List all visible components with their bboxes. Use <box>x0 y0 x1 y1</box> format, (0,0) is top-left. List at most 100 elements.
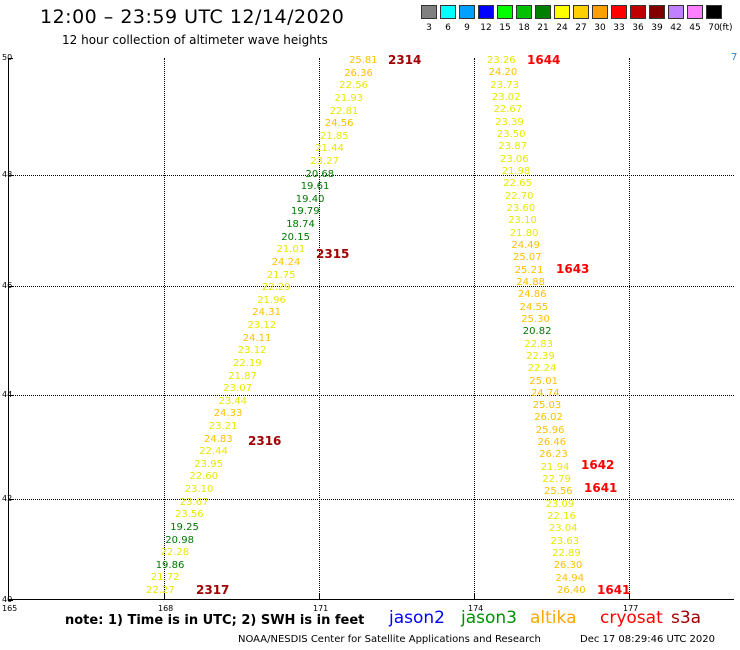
satellite-cryosat-label: cryosat <box>600 608 663 628</box>
pass-time-label: 1642 <box>581 458 615 472</box>
wave-height-value: 21.94 <box>540 461 570 473</box>
scale-swatch <box>459 5 475 19</box>
wave-height-value: 26.30 <box>553 560 583 572</box>
wave-height-value: 22.70 <box>504 190 534 202</box>
scale-swatch <box>554 5 570 19</box>
wave-height-value: 24.83 <box>204 433 233 445</box>
scale-label: 70 <box>708 23 720 33</box>
wave-height-value: 26.36 <box>344 67 373 79</box>
wave-height-value: 23.73 <box>490 79 519 91</box>
satellite-s3a-label: s3a <box>671 608 702 628</box>
wave-height-value: 24.33 <box>213 408 243 420</box>
longitude-tick <box>629 594 630 600</box>
wave-height-value: 25.30 <box>521 313 550 325</box>
wave-height-value: 24.74 <box>531 387 560 399</box>
wave-height-value: 22.83 <box>524 338 554 350</box>
map-frame <box>8 58 734 600</box>
wave-height-value: 23.39 <box>495 116 524 128</box>
wave-height-value: 25.96 <box>535 424 565 436</box>
wave-height-value: 22.79 <box>542 474 571 486</box>
timestamp: Dec 17 08:29:46 UTC 2020 <box>580 634 715 645</box>
satellite-jason3-label: jason3 <box>461 608 517 628</box>
wave-height-value: 23.63 <box>550 535 580 547</box>
scale-swatch <box>649 5 665 19</box>
scale-swatch <box>630 5 646 19</box>
wave-height-value: 25.56 <box>544 486 573 498</box>
wave-height-value: 25.07 <box>513 252 542 264</box>
wave-height-value: 23.50 <box>496 129 526 140</box>
wave-height-value: 20.68 <box>305 168 335 180</box>
wave-height-value: 21.44 <box>315 143 344 155</box>
scale-swatch <box>516 5 532 19</box>
wave-height-value: 24.88 <box>516 276 545 288</box>
chart-title: 12:00 – 23:59 UTC 12/14/2020 <box>40 6 345 28</box>
longitude-gridline <box>474 58 475 600</box>
wave-height-value: 18.74 <box>286 219 315 230</box>
wave-height-value: 25.01 <box>529 375 558 387</box>
scale-label: 30 <box>594 23 606 33</box>
scale-label: 36 <box>632 23 644 33</box>
wave-height-value: 21.72 <box>150 572 180 584</box>
wave-height-value: 23.12 <box>247 320 277 331</box>
wave-height-value: 23.21 <box>208 421 238 432</box>
pass-time-label: 1641 <box>597 583 631 597</box>
wave-height-value: 23.10 <box>508 215 537 227</box>
wave-height-value: 22.28 <box>160 547 190 559</box>
latitude-tick <box>8 600 13 601</box>
wave-height-value: 23.67 <box>179 496 209 508</box>
wave-height-value: 21.93 <box>334 92 364 104</box>
wave-height-value: 26.02 <box>534 412 563 424</box>
scale-label: 21 <box>537 23 549 33</box>
wave-height-value: 24.20 <box>488 67 518 79</box>
wave-height-value: 23.60 <box>506 202 536 214</box>
scale-label: 24 <box>556 23 568 33</box>
wave-height-value: 23.26 <box>487 55 516 66</box>
latitude-gridline <box>8 499 734 500</box>
scale-swatch <box>421 5 437 19</box>
wave-height-value: 21.75 <box>266 269 296 281</box>
wave-height-value: 24.94 <box>555 572 585 584</box>
scale-label: 39 <box>651 23 663 33</box>
pass-time-label: 2317 <box>196 583 230 597</box>
longitude-label: 177 <box>623 604 639 613</box>
wave-height-value: 20.98 <box>165 534 194 546</box>
latitude-tick <box>8 395 13 396</box>
wave-height-value: 21.96 <box>257 294 286 306</box>
wave-height-value: 23.02 <box>491 92 521 103</box>
wave-height-value: 22.81 <box>329 105 359 117</box>
scale-swatch <box>440 5 456 19</box>
wave-height-value: 21.98 <box>501 165 531 177</box>
latitude-gridline <box>8 395 734 396</box>
scale-swatch <box>687 5 703 19</box>
wave-height-value: 24.11 <box>242 332 272 344</box>
scale-unit: (ft) <box>719 23 733 33</box>
wave-height-value: 19.40 <box>295 193 325 205</box>
longitude-gridline <box>629 58 630 600</box>
chart-subtitle: 12 hour collection of altimeter wave hei… <box>62 33 328 47</box>
latitude-tick <box>8 175 13 176</box>
pass-time-label: 2315 <box>316 247 350 261</box>
wave-height-value: 22.27 <box>146 585 175 596</box>
wave-height-value: 22.65 <box>503 178 532 190</box>
scale-swatch <box>497 5 513 19</box>
scale-label: 9 <box>464 23 470 33</box>
longitude-label: 171 <box>313 604 329 613</box>
scale-label: 3 <box>426 23 432 33</box>
pass-time-label: 1644 <box>527 53 561 67</box>
wave-height-value: 22.44 <box>199 446 228 458</box>
latitude-label: 46 <box>2 281 13 290</box>
wave-height-value: 22.89 <box>552 548 581 559</box>
scale-label: 27 <box>575 23 587 33</box>
longitude-label: 165 <box>2 604 18 613</box>
satellite-altika-label: altika <box>530 608 577 628</box>
wave-height-value: 23.27 <box>310 156 339 167</box>
wave-height-value: 19.25 <box>170 521 199 533</box>
scale-label: 45 <box>689 23 701 33</box>
wave-height-value: 26.46 <box>537 437 567 449</box>
wave-height-value: 24.56 <box>324 118 354 130</box>
scale-swatch <box>478 5 494 19</box>
wave-height-value: 24.49 <box>511 239 541 251</box>
wave-height-value: 21.87 <box>228 370 257 382</box>
latitude-label: 48 <box>2 170 13 179</box>
longitude-tick <box>474 594 475 600</box>
